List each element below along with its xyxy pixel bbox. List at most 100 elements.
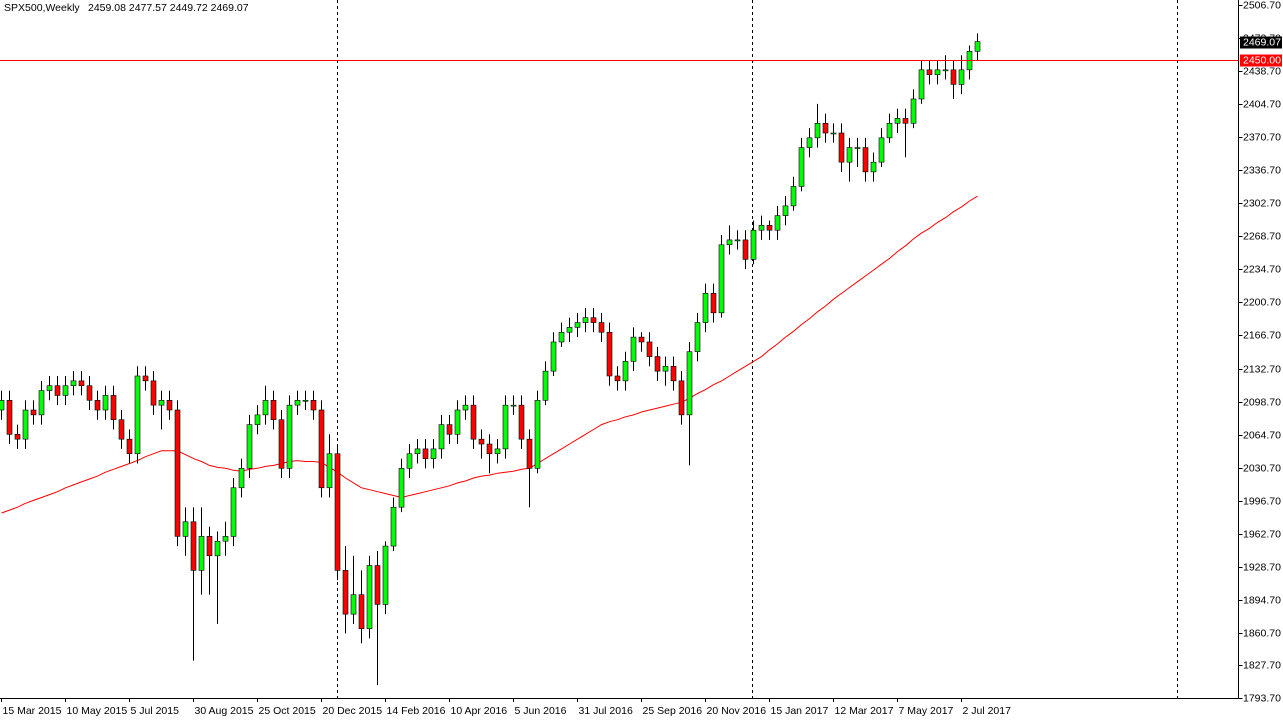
candle-body bbox=[310, 399, 317, 411]
hline-label: 2450.00 bbox=[1243, 54, 1281, 66]
candle-body bbox=[22, 409, 29, 440]
y-tick-label: 2438.70 bbox=[1243, 65, 1281, 77]
candle-body bbox=[542, 370, 549, 401]
candle-body bbox=[550, 341, 557, 372]
candle-body bbox=[422, 448, 429, 459]
candle-body bbox=[390, 506, 397, 547]
x-tick-label: 5 Jul 2015 bbox=[131, 705, 180, 717]
candle-body bbox=[670, 365, 677, 382]
candle-body bbox=[262, 399, 269, 416]
x-tick-label: 2 Jul 2017 bbox=[963, 705, 1012, 717]
candle-body bbox=[54, 385, 61, 396]
candle-body bbox=[782, 205, 789, 216]
candle-body bbox=[814, 122, 821, 139]
candle-body bbox=[46, 385, 53, 391]
candle-body bbox=[838, 132, 845, 163]
candle-body bbox=[14, 434, 21, 440]
candle-body bbox=[774, 215, 781, 231]
candle-body bbox=[502, 404, 509, 450]
y-tick-label: 2234.70 bbox=[1243, 263, 1281, 275]
candle-body bbox=[598, 322, 605, 333]
candle-body bbox=[102, 395, 109, 411]
candle-body bbox=[886, 122, 893, 139]
candle-body bbox=[86, 385, 93, 401]
candle-body bbox=[326, 453, 333, 489]
candle-body bbox=[638, 336, 645, 343]
candle-body bbox=[862, 147, 869, 173]
candle-body bbox=[150, 380, 157, 406]
candle-body bbox=[574, 322, 581, 328]
candle-body bbox=[646, 341, 653, 357]
hline-label-box bbox=[1240, 54, 1282, 67]
candle-body bbox=[230, 487, 237, 537]
candle-body bbox=[478, 438, 485, 445]
candle-body bbox=[214, 540, 221, 557]
candle-body bbox=[718, 244, 725, 314]
candle-body bbox=[406, 453, 413, 469]
y-tick-label: 1928.70 bbox=[1243, 561, 1281, 573]
candle-body bbox=[726, 239, 733, 246]
candle-body bbox=[430, 448, 437, 459]
candle-body bbox=[870, 161, 877, 173]
price-label: 2469.07 bbox=[1243, 36, 1281, 48]
candle-body bbox=[302, 399, 309, 402]
candle-body bbox=[654, 356, 661, 372]
candle-body bbox=[566, 327, 573, 333]
candle-body bbox=[758, 225, 765, 231]
candle-body bbox=[942, 69, 949, 72]
x-tick-label: 30 Aug 2015 bbox=[195, 705, 254, 717]
candle-body bbox=[222, 536, 229, 542]
x-tick-label: 5 Jun 2016 bbox=[515, 705, 567, 717]
candle-body bbox=[534, 399, 541, 469]
candle-body bbox=[294, 399, 301, 406]
candle-body bbox=[382, 545, 389, 605]
candle-body bbox=[30, 409, 37, 416]
candle-body bbox=[894, 118, 901, 124]
candle-body bbox=[126, 438, 133, 455]
x-tick-label: 10 May 2015 bbox=[67, 705, 128, 717]
price-label-box bbox=[1240, 36, 1282, 49]
candle-body bbox=[926, 69, 933, 75]
candle-body bbox=[206, 536, 213, 557]
candle-body bbox=[470, 404, 477, 440]
x-tick-label: 12 Mar 2017 bbox=[835, 705, 894, 717]
x-tick-label: 7 May 2017 bbox=[899, 705, 954, 717]
candle-body bbox=[446, 424, 453, 435]
candle-body bbox=[110, 395, 117, 421]
candle-body bbox=[494, 448, 501, 455]
y-tick-label: 2030.70 bbox=[1243, 462, 1281, 474]
candle-body bbox=[878, 137, 885, 163]
candle-body bbox=[734, 239, 741, 242]
candle-body bbox=[398, 468, 405, 508]
candle-body bbox=[0, 399, 5, 411]
y-tick-label: 2506.70 bbox=[1243, 0, 1281, 11]
candle-body bbox=[518, 404, 525, 440]
candle-body bbox=[486, 443, 493, 455]
x-tick-label: 20 Nov 2016 bbox=[707, 705, 767, 717]
candle-body bbox=[70, 380, 77, 387]
candle-body bbox=[174, 409, 181, 537]
x-tick-label: 25 Oct 2015 bbox=[259, 705, 316, 717]
candle-body bbox=[414, 448, 421, 455]
chart-title: SPX500,Weekly bbox=[4, 2, 80, 14]
candle-body bbox=[62, 385, 69, 396]
candle-body bbox=[38, 390, 45, 416]
candle-body bbox=[702, 293, 709, 323]
candle-body bbox=[806, 137, 813, 148]
candle-body bbox=[846, 147, 853, 163]
candle-body bbox=[678, 380, 685, 416]
candle-body bbox=[246, 424, 253, 469]
candle-body bbox=[318, 409, 325, 489]
candle-body bbox=[742, 239, 749, 260]
candle-body bbox=[590, 317, 597, 323]
candle-body bbox=[622, 361, 629, 382]
candle-body bbox=[350, 594, 357, 615]
y-tick-label: 2132.70 bbox=[1243, 363, 1281, 375]
candle-body bbox=[630, 336, 637, 362]
candle-body bbox=[766, 225, 773, 231]
candle-body bbox=[614, 375, 621, 382]
y-tick-label: 2166.70 bbox=[1243, 329, 1281, 341]
x-tick-label: 14 Feb 2016 bbox=[387, 705, 446, 717]
